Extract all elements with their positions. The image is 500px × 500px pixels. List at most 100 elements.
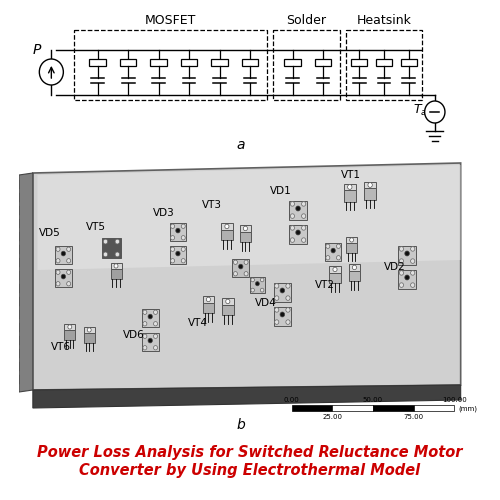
- Circle shape: [225, 224, 229, 228]
- Bar: [350, 58, 368, 66]
- Bar: [364, 188, 376, 200]
- Text: VD3: VD3: [153, 208, 174, 218]
- Text: VT1: VT1: [340, 170, 360, 180]
- Circle shape: [182, 224, 185, 228]
- Circle shape: [56, 270, 60, 274]
- Bar: [344, 184, 356, 190]
- Bar: [344, 190, 356, 202]
- Circle shape: [114, 264, 118, 268]
- Circle shape: [40, 59, 64, 85]
- Circle shape: [336, 244, 340, 248]
- Bar: [142, 309, 158, 327]
- Circle shape: [170, 236, 174, 240]
- Bar: [64, 330, 76, 340]
- Text: VT4: VT4: [188, 318, 208, 328]
- Circle shape: [290, 214, 294, 218]
- Circle shape: [182, 236, 185, 240]
- Polygon shape: [12, 258, 19, 268]
- Circle shape: [104, 252, 108, 257]
- Text: 0.00: 0.00: [284, 397, 300, 403]
- Bar: [373, 405, 414, 411]
- Circle shape: [238, 264, 243, 269]
- Circle shape: [68, 325, 72, 329]
- Circle shape: [302, 214, 306, 218]
- Circle shape: [410, 283, 415, 288]
- Circle shape: [280, 288, 284, 293]
- Text: Converter by Using Electrothermal Model: Converter by Using Electrothermal Model: [80, 462, 420, 477]
- Circle shape: [326, 244, 330, 248]
- Bar: [376, 58, 392, 66]
- Circle shape: [66, 247, 70, 252]
- Polygon shape: [12, 206, 19, 216]
- Polygon shape: [12, 271, 19, 281]
- Bar: [292, 405, 332, 411]
- Circle shape: [226, 299, 230, 304]
- Bar: [240, 226, 251, 232]
- Circle shape: [170, 247, 174, 252]
- Circle shape: [88, 328, 91, 332]
- Circle shape: [260, 288, 264, 292]
- Circle shape: [56, 258, 60, 263]
- Bar: [222, 304, 234, 316]
- Circle shape: [286, 308, 290, 312]
- Polygon shape: [12, 310, 19, 320]
- Circle shape: [274, 320, 279, 324]
- Bar: [120, 58, 136, 66]
- Polygon shape: [12, 362, 19, 372]
- Circle shape: [350, 238, 354, 242]
- Bar: [64, 324, 76, 330]
- Bar: [221, 230, 232, 240]
- Bar: [329, 272, 341, 283]
- Text: VD5: VD5: [40, 228, 61, 238]
- Bar: [110, 263, 122, 269]
- Circle shape: [182, 258, 185, 263]
- Circle shape: [286, 284, 290, 288]
- Text: VT2: VT2: [314, 280, 334, 290]
- Polygon shape: [12, 284, 19, 294]
- Circle shape: [296, 206, 300, 211]
- Polygon shape: [12, 232, 19, 242]
- Polygon shape: [33, 385, 460, 408]
- Bar: [398, 246, 416, 264]
- Circle shape: [234, 272, 237, 276]
- Bar: [242, 58, 258, 66]
- Text: b: b: [236, 418, 245, 432]
- Polygon shape: [38, 165, 461, 270]
- Bar: [84, 327, 94, 333]
- Bar: [55, 246, 72, 264]
- Circle shape: [56, 282, 60, 286]
- Bar: [346, 243, 357, 253]
- Circle shape: [251, 288, 254, 292]
- Circle shape: [66, 282, 70, 286]
- Text: 50.00: 50.00: [363, 397, 383, 403]
- Bar: [150, 58, 167, 66]
- Circle shape: [143, 310, 147, 314]
- Bar: [290, 224, 307, 244]
- Circle shape: [143, 334, 147, 338]
- Circle shape: [274, 296, 279, 300]
- Circle shape: [104, 239, 108, 244]
- Circle shape: [290, 202, 294, 206]
- Bar: [250, 277, 265, 293]
- Bar: [240, 232, 251, 242]
- Bar: [110, 269, 122, 279]
- Circle shape: [368, 182, 372, 188]
- Text: Heatsink: Heatsink: [356, 14, 412, 27]
- Circle shape: [148, 314, 152, 319]
- Circle shape: [176, 228, 180, 233]
- Text: (mm): (mm): [458, 406, 477, 412]
- Bar: [273, 30, 340, 100]
- Bar: [314, 58, 332, 66]
- Circle shape: [274, 308, 279, 312]
- Circle shape: [154, 322, 158, 326]
- Circle shape: [333, 267, 337, 272]
- Circle shape: [61, 251, 66, 256]
- Text: P: P: [32, 43, 40, 57]
- Polygon shape: [19, 173, 33, 392]
- Polygon shape: [12, 336, 19, 346]
- Text: 25.00: 25.00: [322, 414, 342, 420]
- Circle shape: [170, 224, 174, 228]
- Bar: [202, 302, 214, 314]
- Text: VT5: VT5: [86, 222, 105, 232]
- Circle shape: [296, 230, 300, 235]
